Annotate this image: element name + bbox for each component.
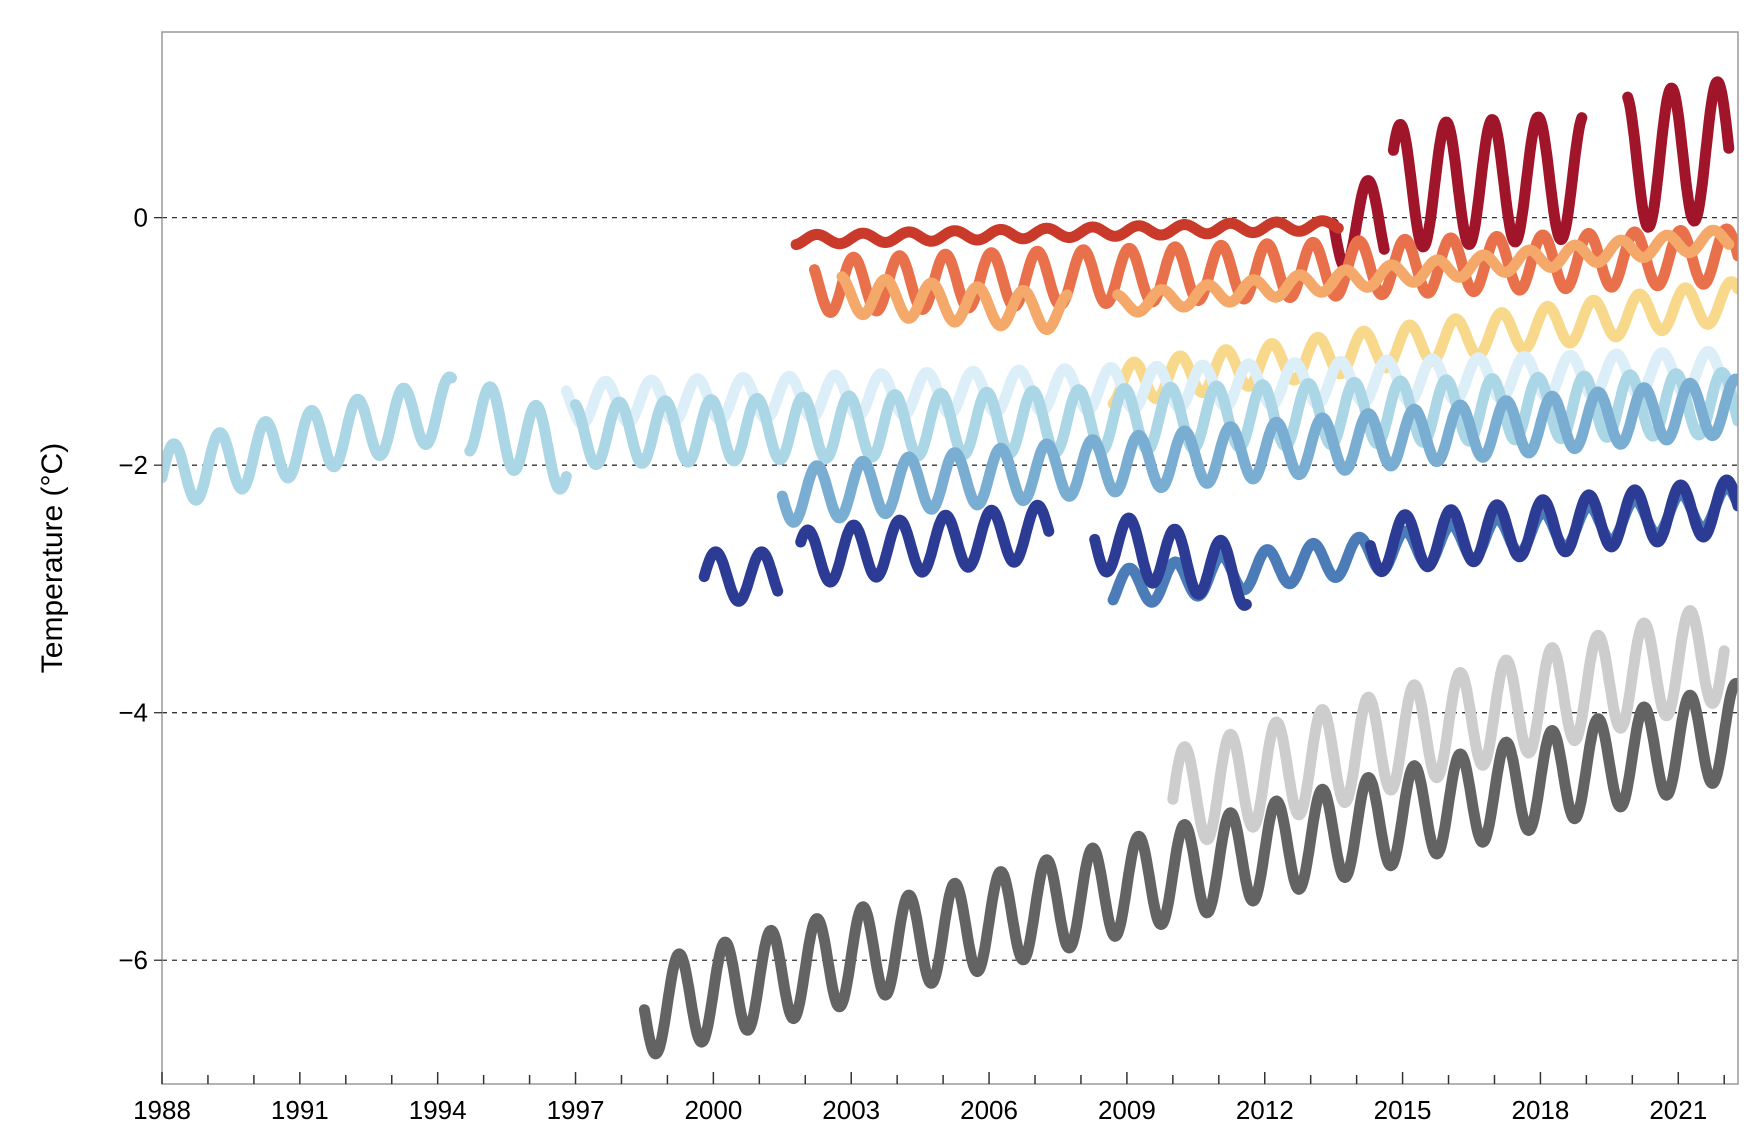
series-line-borehole-1 bbox=[1328, 175, 1390, 273]
x-tick-label: 1991 bbox=[271, 1095, 329, 1125]
x-tick-label: 1994 bbox=[409, 1095, 467, 1125]
x-tick-label: 2018 bbox=[1512, 1095, 1570, 1125]
y-tick-label: −6 bbox=[118, 945, 148, 975]
x-tick-label: 2015 bbox=[1374, 1095, 1432, 1125]
y-axis: 0 −2 −4 −6 bbox=[118, 203, 162, 975]
series-line-borehole-7 bbox=[570, 367, 1738, 471]
series-line-borehole-10 bbox=[795, 499, 1055, 588]
series-line-borehole-5 bbox=[1107, 276, 1738, 410]
y-tick-label: 0 bbox=[134, 203, 148, 233]
x-tick-label: 1997 bbox=[547, 1095, 605, 1125]
series-line-borehole-7 bbox=[162, 371, 457, 506]
series-line-borehole-4 bbox=[1112, 224, 1735, 318]
series-line-borehole-2 bbox=[790, 215, 1344, 251]
x-tick-label: 2021 bbox=[1649, 1095, 1707, 1125]
series-line-borehole-10 bbox=[698, 546, 784, 607]
series-line-borehole-10 bbox=[1089, 512, 1252, 611]
x-tick-label: 2006 bbox=[960, 1095, 1018, 1125]
x-tick-label: 2012 bbox=[1236, 1095, 1294, 1125]
x-axis: 1988 1991 1994 1997 2000 2003 2006 2009 2012 2015… bbox=[133, 1072, 1725, 1125]
y-tick-label: −4 bbox=[118, 698, 148, 728]
series-line-borehole-8 bbox=[776, 373, 1738, 528]
series-line-borehole-10 bbox=[1364, 474, 1738, 578]
x-tick-label: 2003 bbox=[822, 1095, 880, 1125]
x-tick-label: 1988 bbox=[133, 1095, 191, 1125]
series-group bbox=[162, 76, 1738, 1060]
series-line-borehole-12 bbox=[638, 677, 1738, 1060]
y-tick-label: −2 bbox=[118, 450, 148, 480]
x-tick-label: 2000 bbox=[684, 1095, 742, 1125]
series-line-borehole-1 bbox=[1622, 76, 1735, 233]
series-line-borehole-7 bbox=[464, 381, 572, 495]
plot-frame bbox=[161, 31, 1739, 1085]
x-tick-label: 2009 bbox=[1098, 1095, 1156, 1125]
y-axis-title: Temperature (°C) bbox=[36, 443, 69, 673]
series-line-borehole-11 bbox=[1167, 605, 1730, 846]
series-line-borehole-1 bbox=[1387, 111, 1588, 253]
series-line-borehole-4 bbox=[836, 271, 1073, 335]
